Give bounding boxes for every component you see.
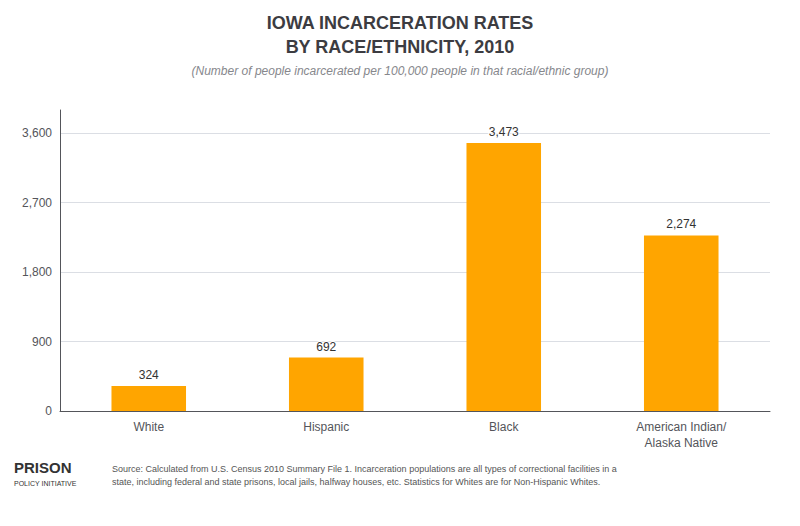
svg-text:state, including federal and s: state, including federal and state priso… <box>112 477 600 487</box>
svg-text:POLICY INITIATIVE: POLICY INITIATIVE <box>14 480 77 487</box>
svg-text:2,700: 2,700 <box>22 196 52 210</box>
svg-text:(Number of people incarcerated: (Number of people incarcerated per 100,0… <box>192 64 609 78</box>
svg-text:1,800: 1,800 <box>22 265 52 279</box>
svg-text:692: 692 <box>316 340 336 354</box>
svg-text:IOWA INCARCERATION RATES: IOWA INCARCERATION RATES <box>267 13 534 33</box>
svg-text:Black: Black <box>489 420 519 434</box>
svg-text:BY RACE/ETHNICITY, 2010: BY RACE/ETHNICITY, 2010 <box>286 37 515 57</box>
svg-text:3,473: 3,473 <box>489 125 519 139</box>
svg-text:Source: Calculated from U.S. C: Source: Calculated from U.S. Census 2010… <box>112 464 617 474</box>
svg-text:900: 900 <box>32 335 52 349</box>
svg-text:Hispanic: Hispanic <box>303 420 349 434</box>
svg-text:0: 0 <box>45 404 52 418</box>
svg-text:324: 324 <box>139 368 159 382</box>
svg-text:PRISON: PRISON <box>14 459 72 476</box>
svg-text:American Indian/: American Indian/ <box>636 420 727 434</box>
svg-text:White: White <box>133 420 164 434</box>
svg-text:Alaska Native: Alaska Native <box>645 436 719 450</box>
svg-text:2,274: 2,274 <box>666 217 696 231</box>
svg-text:3,600: 3,600 <box>22 126 52 140</box>
